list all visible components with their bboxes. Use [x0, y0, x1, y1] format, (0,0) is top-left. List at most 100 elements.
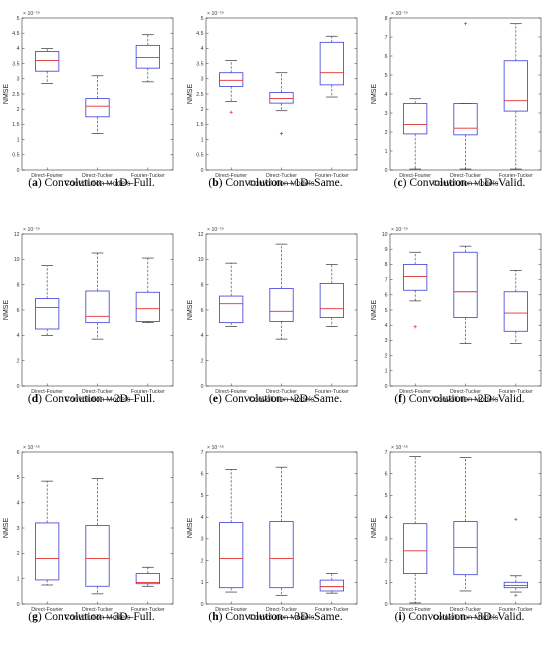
y-tick-label: 3: [17, 77, 20, 83]
x-tick-label: Direct-Tucker: [82, 173, 113, 179]
y-exponent-label: × 10⁻¹⁶: [207, 11, 224, 17]
axes-frame: [21, 451, 174, 605]
outlier-marker: [514, 593, 518, 597]
box-3: [135, 566, 160, 587]
x-tick-label: Direct-Fourier: [399, 607, 431, 613]
caption-close: ): [218, 393, 225, 405]
iqr-box: [135, 44, 160, 69]
y-tick-label: 1: [201, 580, 204, 586]
axes-frame: [205, 233, 358, 387]
panel-caption: (c) Convolution—1D–Valid.: [394, 177, 526, 189]
iqr-box: [35, 51, 60, 72]
caption-text: Convolution—3D–Same.: [225, 611, 342, 623]
caption-letter: i: [398, 611, 402, 623]
caption-letter: g: [32, 611, 38, 623]
y-tick-label: 4: [17, 500, 20, 506]
y-exponent-label: × 10⁻¹⁶: [391, 227, 408, 233]
iqr-box: [403, 103, 428, 135]
caption-close: ): [38, 611, 45, 623]
y-tick-label: 2: [17, 107, 20, 113]
caption-close: ): [402, 611, 409, 623]
caption-open: (: [209, 393, 213, 405]
y-tick-label: 1.5: [196, 122, 203, 128]
box-3: [319, 264, 344, 327]
y-tick-label: 2: [385, 353, 388, 359]
caption-close: ): [402, 393, 409, 405]
y-axis-label: NMSE: [3, 300, 10, 321]
y-tick-label: 0: [201, 384, 204, 390]
y-exponent-label: × 10⁻¹⁶: [23, 227, 40, 233]
caption-letter: e: [213, 393, 218, 405]
x-axis-label: Convolution Models: [249, 395, 315, 404]
iqr-box: [85, 98, 110, 118]
y-tick-label: 5: [17, 475, 20, 481]
caption-letter: a: [32, 177, 38, 189]
iqr-box: [503, 291, 528, 332]
axes-frame: [205, 451, 358, 605]
box-2: [453, 245, 478, 344]
y-tick-label: 2: [385, 130, 388, 136]
x-tick-label: Direct-Fourier: [399, 389, 431, 395]
y-axis-label: NMSE: [3, 84, 10, 105]
x-tick-label: Fourier-Tucker: [499, 173, 533, 179]
x-tick-label: Direct-Fourier: [215, 389, 247, 395]
iqr-box: [319, 41, 344, 86]
y-tick-label: 2: [201, 358, 204, 364]
x-axis-label: Convolution Models: [249, 613, 315, 622]
iqr-box: [319, 282, 344, 318]
box-2: [269, 466, 294, 596]
caption-letter: c: [398, 177, 403, 189]
box-2: [453, 457, 478, 592]
box-1: [35, 265, 60, 336]
x-tick-label: Direct-Tucker: [266, 389, 297, 395]
y-tick-label: 10: [14, 257, 20, 263]
x-tick-label: Direct-Fourier: [215, 607, 247, 613]
y-tick-label: 4: [201, 515, 204, 521]
iqr-box: [403, 523, 428, 575]
y-tick-label: 1: [17, 576, 20, 582]
iqr-box: [219, 72, 244, 87]
iqr-box: [269, 521, 294, 589]
y-axis-label: NMSE: [371, 518, 378, 539]
caption-text: Convolution—3D–Valid.: [408, 611, 524, 623]
y-tick-label: 1: [385, 149, 388, 155]
y-tick-label: 9: [385, 247, 388, 253]
caption-text: Convolution—3D–Full.: [45, 611, 155, 623]
iqr-box: [219, 295, 244, 324]
x-tick-label: Fourier-Tucker: [131, 607, 165, 613]
box-1: [403, 455, 428, 604]
caption-text: Convolution—1D–Same.: [225, 177, 342, 189]
y-tick-label: 3.5: [196, 61, 203, 67]
x-tick-label: Direct-Fourier: [215, 173, 247, 179]
panel-caption: (e) Convolution—2D–Same.: [209, 393, 342, 405]
panel-caption: (g) Convolution—3D–Full.: [28, 611, 155, 623]
axes-frame: [389, 233, 542, 387]
y-tick-label: 7: [385, 35, 388, 41]
caption-text: Convolution—2D–Same.: [225, 393, 342, 405]
caption-open: (: [394, 177, 398, 189]
y-tick-label: 5: [385, 308, 388, 314]
panel-caption: (b) Convolution—1D–Same.: [208, 177, 342, 189]
y-tick-label: 4.5: [196, 31, 203, 37]
y-tick-label: 4: [17, 46, 20, 52]
y-tick-label: 7: [385, 277, 388, 283]
y-tick-label: 6: [385, 54, 388, 60]
caption-letter: b: [212, 177, 218, 189]
axes-frame: [389, 451, 542, 605]
y-axis-label: NMSE: [3, 518, 10, 539]
x-tick-label: Direct-Tucker: [450, 173, 481, 179]
x-tick-label: Fourier-Tucker: [131, 173, 165, 179]
y-tick-label: 5: [385, 73, 388, 79]
y-tick-label: 6: [17, 308, 20, 314]
x-axis-label: Convolution Models: [249, 179, 315, 188]
y-tick-label: 5: [385, 493, 388, 499]
caption-letter: h: [212, 611, 219, 623]
y-tick-label: 12: [198, 232, 204, 238]
y-tick-label: 1: [17, 137, 20, 143]
y-exponent-label: × 10⁻¹⁶: [207, 227, 224, 233]
x-tick-label: Direct-Tucker: [450, 389, 481, 395]
caption-close: ): [219, 177, 226, 189]
box-3: [503, 270, 528, 344]
y-tick-label: 3: [385, 537, 388, 543]
panel-caption: (h) Convolution—3D–Same.: [208, 611, 342, 623]
